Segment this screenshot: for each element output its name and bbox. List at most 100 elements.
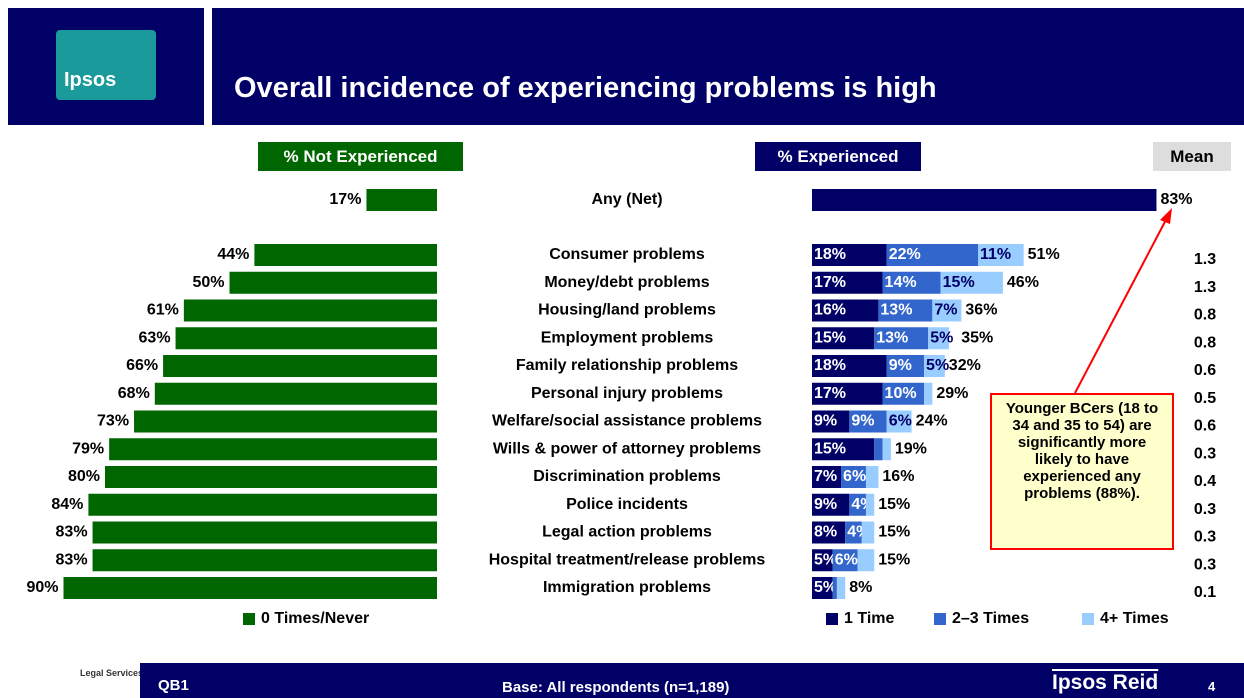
bar [63,577,437,599]
total-label: 36% [965,302,997,319]
segment-label: 18% [814,357,846,374]
bar [366,189,437,211]
bar-segment [849,410,887,433]
category-label: Housing/land problems [538,302,716,319]
legend-label: 4+ Times [1100,610,1169,627]
right-header: % Experienced [755,142,921,171]
category-label: Hospital treatment/release problems [489,551,766,568]
category-label: Money/debt problems [544,274,709,291]
bar-segment [836,577,846,599]
total-label: 15% [878,524,910,541]
bar-segment [812,577,833,599]
total-label: 8% [849,579,872,596]
annotation: Younger BCers (18 to 34 and 35 to 54) ar… [990,393,1174,550]
bar [163,355,437,377]
legend-label: 0 Times/Never [261,610,369,627]
bar [183,299,437,322]
bar [254,244,437,266]
legend-swatch [934,613,946,625]
category-label: Employment problems [541,329,714,346]
segment-label: 6% [835,551,858,568]
mean-label: 0.8 [1194,307,1216,324]
bar-segment [861,521,875,544]
bar-segment [865,466,879,488]
total-label: 83% [1160,191,1192,208]
bar-segment [849,493,866,516]
legend-label: 2–3 Times [952,610,1029,627]
bar-segment [812,549,833,572]
category-label: Legal action problems [542,524,712,541]
bar-segment [882,382,925,405]
category-label: Welfare/social assistance problems [492,413,762,430]
bar-segment [924,382,933,405]
mean-label: 0.6 [1194,418,1216,435]
category-label: Personal injury problems [531,385,723,402]
value-label: 84% [51,496,83,513]
segment-label: 15% [814,440,846,457]
title: Overall incidence of experiencing proble… [234,72,937,104]
bar [88,493,438,516]
bar-segment [841,466,866,488]
segment-label: 5% [814,579,837,596]
mean-label: 0.6 [1194,362,1216,379]
value-label: 83% [56,524,88,541]
value-label: 61% [147,302,179,319]
bar [134,410,438,433]
total-label: 51% [1028,246,1060,263]
bar-segment [812,327,875,350]
total-label: 46% [1007,274,1039,291]
bar-segment [874,327,929,350]
total-label: 24% [916,413,948,430]
segment-label: 11% [980,246,1011,263]
category-label: Any (Net) [591,191,662,208]
segment-label: 9% [814,496,837,513]
bar-segment [865,493,875,516]
segment-label: 22% [889,246,921,263]
total-bar [812,189,1157,211]
bar-segment [812,244,887,266]
segment-label: 17% [814,385,846,402]
arrow-head [1160,208,1172,224]
segment-label: 13% [876,329,908,346]
segment-label: 18% [814,246,846,263]
segment-label: 14% [885,274,917,291]
mean-label: 0.3 [1194,529,1216,546]
mean-label: 0.5 [1194,390,1216,407]
segment-label: 9% [814,413,837,430]
org-logo: Legal Services Society [80,668,178,678]
bar-segment [812,355,887,377]
mean-label: 1.3 [1194,251,1216,268]
mean-label: 1.3 [1194,279,1216,296]
value-label: 80% [68,468,100,485]
total-label: 19% [895,440,927,457]
bar [109,438,438,461]
bar-segment [924,355,945,377]
mean-label: 0.3 [1194,501,1216,518]
bar-segment [857,549,875,572]
bar-segment [812,521,846,544]
segment-label: 8% [814,524,837,541]
mean-label: 0.3 [1194,556,1216,573]
left-header: % Not Experienced [258,142,463,171]
segment-label: 5% [926,357,949,374]
category-label: Wills & power of attorney problems [493,440,761,457]
bar-segment [832,549,858,572]
logo: Ipsos [56,30,156,100]
value-label: 66% [126,357,158,374]
total-label: 35% [961,329,993,346]
total-label: 16% [882,468,914,485]
segment-label: 15% [943,274,975,291]
value-label: 79% [72,440,104,457]
bar-segment [812,493,850,516]
total-label: 32% [949,357,981,374]
value-label: 90% [26,579,58,596]
bar-segment [928,327,949,350]
segment-label: 6% [889,413,912,430]
value-label: 50% [192,274,224,291]
page-number: 4 [1208,679,1216,694]
footer-base: Base: All respondents (n=1,189) [502,679,730,696]
bar-segment [832,577,837,599]
bar-segment [978,244,1024,266]
footer-bar [140,663,1244,698]
